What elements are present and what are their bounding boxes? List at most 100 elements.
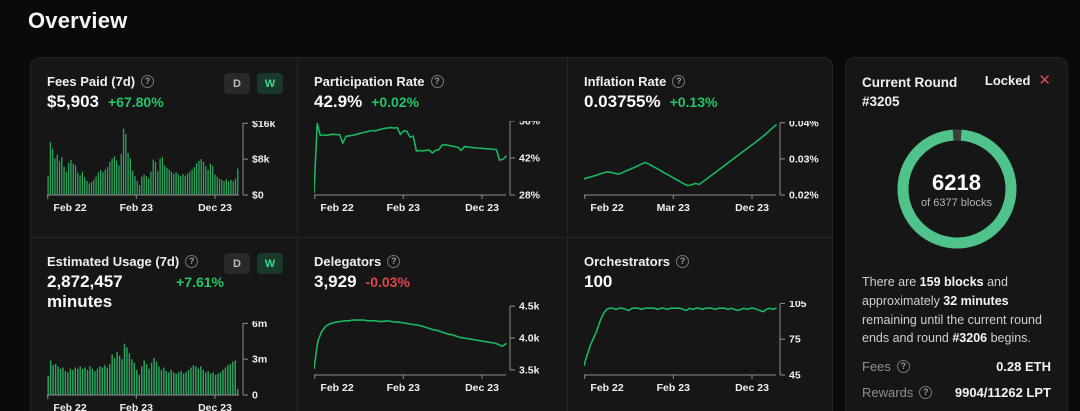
participation-header: Participation Rate ? 42.9% +0.02%: [314, 73, 444, 112]
svg-text:Dec 23: Dec 23: [465, 202, 499, 214]
delegators-value: 3,929: [314, 272, 357, 291]
inflation-header: Inflation Rate ? 0.03755% +0.13%: [584, 73, 717, 112]
fees-stat-value: 0.28 ETH: [996, 359, 1051, 374]
fees-paid-chart[interactable]: $16k $8k $0 Feb 22 Feb 23 Dec 23: [47, 121, 283, 221]
help-icon[interactable]: ?: [141, 74, 155, 88]
fees-stat-row: Fees ? 0.28 ETH: [862, 359, 1051, 374]
svg-text:56%: 56%: [519, 121, 541, 128]
orchestrators-title: Orchestrators: [584, 253, 670, 269]
locked-label: Locked: [984, 73, 1031, 88]
usage-period-toggle: D W: [224, 253, 283, 274]
fees-paid-change: +67.80%: [108, 94, 164, 110]
svg-text:28%: 28%: [519, 190, 541, 202]
svg-text:0.04%: 0.04%: [789, 121, 819, 129]
svg-text:$16k: $16k: [252, 121, 276, 130]
participation-change: +0.02%: [371, 94, 420, 110]
help-icon[interactable]: ?: [896, 360, 910, 373]
overview-charts-panel: Fees Paid (7d) ? $5,903 +67.80% D W $16k…: [30, 57, 833, 411]
fees-period-toggle: D W: [224, 73, 283, 94]
svg-text:3.5k: 3.5k: [519, 364, 540, 376]
svg-text:6m: 6m: [252, 321, 267, 330]
page-title: Overview: [28, 8, 128, 33]
svg-text:45: 45: [789, 370, 801, 382]
svg-text:Feb 23: Feb 23: [120, 402, 153, 411]
toggle-week-button[interactable]: W: [257, 253, 283, 274]
fees-stat-label: Fees ?: [862, 359, 910, 374]
svg-text:Mar 23: Mar 23: [657, 202, 690, 214]
donut-ring: [897, 129, 1016, 249]
delegators-header: Delegators ? 3,929 -0.03%: [314, 253, 410, 292]
help-icon[interactable]: ?: [387, 254, 401, 268]
svg-text:Feb 22: Feb 22: [53, 402, 86, 411]
delegators-chart[interactable]: 4.5k 4.0k 3.5k Feb 22 Feb 23 Dec 23: [314, 301, 550, 401]
usage-change: +7.61%: [176, 274, 224, 290]
svg-text:105: 105: [789, 301, 807, 310]
svg-text:Feb 22: Feb 22: [590, 382, 623, 394]
help-icon[interactable]: ?: [919, 386, 933, 399]
svg-text:Dec 23: Dec 23: [465, 382, 499, 394]
blocks-total-label: of 6377 blocks: [921, 196, 992, 209]
orchestrators-value: 100: [584, 272, 613, 291]
participation-chart[interactable]: 56% 42% 28% Feb 22 Feb 23 Dec 23: [314, 121, 550, 221]
svg-text:75: 75: [789, 334, 801, 346]
toggle-week-button[interactable]: W: [257, 73, 283, 94]
orchestrators-card: Orchestrators ? 100 105 75 45 Feb 22 Feb 23 D…: [568, 238, 832, 411]
svg-text:$0: $0: [252, 190, 264, 202]
rewards-stat-label: Rewards ?: [862, 385, 933, 400]
inflation-title: Inflation Rate: [584, 73, 667, 89]
help-icon[interactable]: ?: [185, 254, 199, 268]
participation-rate-card: Participation Rate ? 42.9% +0.02% 56% 42%…: [298, 58, 568, 238]
delegators-title: Delegators: [314, 253, 382, 269]
fees-paid-card: Fees Paid (7d) ? $5,903 +67.80% D W $16k…: [31, 58, 298, 238]
svg-text:Dec 23: Dec 23: [198, 402, 232, 411]
svg-text:Dec 23: Dec 23: [735, 382, 769, 394]
usage-header: Estimated Usage (7d) ? 2,872,457 minutes…: [47, 253, 224, 312]
participation-title: Participation Rate: [314, 73, 425, 89]
svg-text:0.03%: 0.03%: [789, 153, 819, 165]
svg-text:Dec 23: Dec 23: [198, 202, 232, 214]
svg-text:4.0k: 4.0k: [519, 333, 540, 345]
inflation-rate-card: Inflation Rate ? 0.03755% +0.13% 0.04% 0.…: [568, 58, 832, 238]
participation-value: 42.9%: [314, 92, 363, 111]
svg-text:0.02%: 0.02%: [789, 190, 819, 202]
help-icon[interactable]: ?: [430, 74, 444, 88]
svg-text:Feb 22: Feb 22: [320, 202, 353, 214]
svg-text:$8k: $8k: [252, 154, 270, 166]
help-icon[interactable]: ?: [672, 74, 686, 88]
delegators-change: -0.03%: [365, 274, 410, 290]
inflation-chart[interactable]: 0.04% 0.03% 0.02% Feb 22 Mar 23 Dec 23: [584, 121, 820, 221]
current-round-card: Current Round #3205 Locked ✕ 6218 of 637…: [845, 57, 1068, 411]
rewards-stat-value: 9904/11262 LPT: [954, 385, 1051, 400]
svg-text:0: 0: [252, 390, 258, 402]
usage-title: Estimated Usage (7d): [47, 253, 180, 269]
svg-text:42%: 42%: [519, 153, 541, 165]
estimated-usage-card: Estimated Usage (7d) ? 2,872,457 minutes…: [31, 238, 298, 411]
svg-text:3m: 3m: [252, 354, 267, 366]
svg-text:Feb 22: Feb 22: [320, 382, 353, 394]
svg-text:Dec 23: Dec 23: [735, 202, 769, 214]
blocks-elapsed-value: 6218: [932, 169, 981, 195]
svg-text:Feb 23: Feb 23: [387, 202, 420, 214]
help-icon[interactable]: ?: [675, 254, 689, 268]
round-description: There are 159 blocks and approximately 3…: [862, 275, 1042, 346]
orchestrators-header: Orchestrators ? 100: [584, 253, 689, 292]
orchestrators-chart[interactable]: 105 75 45 Feb 22 Feb 23 Dec 23: [584, 301, 820, 401]
svg-text:Feb 22: Feb 22: [590, 202, 623, 214]
current-round-title: Current Round #3205: [862, 75, 958, 109]
svg-text:Feb 23: Feb 23: [387, 382, 420, 394]
svg-text:4.5k: 4.5k: [519, 301, 540, 313]
toggle-day-button[interactable]: D: [224, 73, 250, 94]
current-round-number: #3205: [862, 94, 900, 109]
delegators-card: Delegators ? 3,929 -0.03% 4.5k 4.0k 3.5k Fe…: [298, 238, 568, 411]
rewards-stat-row: Rewards ? 9904/11262 LPT: [862, 385, 1051, 400]
fees-paid-title: Fees Paid (7d): [47, 73, 136, 89]
svg-text:Feb 23: Feb 23: [657, 382, 690, 394]
fees-paid-value: $5,903: [47, 92, 99, 111]
fees-paid-header: Fees Paid (7d) ? $5,903 +67.80%: [47, 73, 164, 112]
usage-value: 2,872,457 minutes: [47, 272, 123, 311]
svg-text:Feb 22: Feb 22: [53, 202, 86, 214]
round-progress-donut: 6218 of 6377 blocks: [887, 119, 1027, 259]
toggle-day-button[interactable]: D: [224, 253, 250, 274]
usage-chart[interactable]: 6m 3m 0 Feb 22 Feb 23 Dec 23: [47, 321, 283, 411]
svg-text:Feb 23: Feb 23: [120, 202, 153, 214]
